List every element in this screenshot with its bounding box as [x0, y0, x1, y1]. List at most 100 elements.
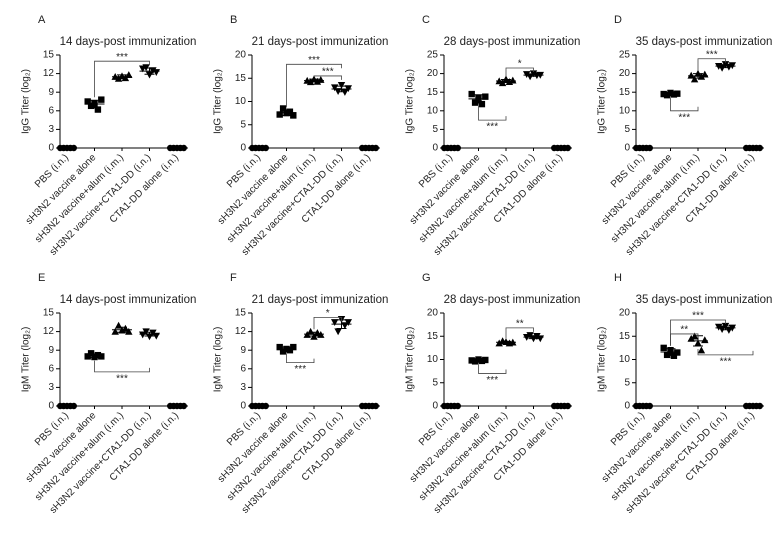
significance-label: ***	[486, 375, 498, 386]
y-tick-label: 6	[48, 105, 54, 116]
y-tick-label: 25	[619, 50, 631, 61]
y-tick-label: 3	[240, 382, 246, 393]
x-tick-label: sH3N2 vaccine+CTA1-DD (i.n.)	[624, 410, 730, 516]
y-tick-label: 3	[48, 382, 54, 393]
error-bar	[309, 331, 319, 337]
significance-bracket	[505, 67, 534, 77]
panel-title: 21 days-post immunization	[252, 294, 389, 306]
y-tick-label: 0	[624, 401, 630, 412]
data-point	[276, 111, 283, 118]
x-tick-label: sH3N2 vaccine+CTA1-DD (i.n.)	[240, 410, 346, 516]
y-tick-label: 5	[240, 119, 246, 130]
data-point	[145, 333, 154, 341]
data-point	[533, 333, 541, 340]
panel-title: 35 days-post immunization	[636, 36, 773, 48]
data-point	[313, 77, 322, 85]
data-point	[279, 105, 287, 112]
error-bar	[665, 348, 676, 356]
significance-bracket	[313, 75, 342, 80]
data-point	[145, 71, 154, 79]
error-bar	[501, 340, 511, 344]
significance-label: ***	[706, 49, 718, 60]
error-bar	[528, 335, 539, 340]
error-bar	[117, 326, 127, 333]
data-point	[334, 328, 342, 336]
y-axis-label: IgG Titer (log₂)	[213, 69, 224, 134]
data-point	[344, 319, 352, 326]
data-point	[482, 93, 489, 100]
data-point	[468, 90, 475, 98]
data-point	[337, 82, 346, 89]
data-point	[331, 319, 339, 326]
y-tick-label: 20	[235, 50, 247, 61]
significance-bracket	[697, 349, 754, 356]
panel-letter: H	[614, 272, 622, 284]
error-bar	[309, 78, 319, 83]
data-point	[495, 339, 503, 347]
data-point	[276, 343, 283, 351]
data-point	[697, 346, 706, 354]
data-point	[715, 323, 723, 331]
significance-bracket	[286, 63, 342, 107]
data-point	[125, 327, 133, 335]
panel-title: 14 days-post immunization	[60, 36, 197, 48]
y-tick-label: 0	[432, 401, 438, 412]
data-point	[290, 112, 297, 119]
significance-bracket	[670, 98, 699, 112]
data-point	[94, 351, 102, 359]
significance-label: ***	[322, 67, 334, 78]
y-tick-label: 5	[432, 377, 438, 388]
panel-title: 28 days-post immunization	[444, 294, 581, 306]
y-tick-label: 10	[427, 354, 439, 365]
x-tick-label: sH3N2 vaccine+CTA1-DD (i.n.)	[48, 410, 154, 516]
y-tick-label: 5	[432, 124, 438, 135]
error-bar	[336, 85, 347, 93]
panel-letter: B	[230, 14, 237, 26]
panel-letter: D	[614, 14, 622, 26]
error-bar	[665, 92, 676, 96]
x-tick-label: sH3N2 vaccine+CTA1-DD (i.n.)	[432, 410, 538, 516]
data-point	[286, 347, 294, 354]
y-tick-label: 15	[43, 308, 55, 319]
data-point	[690, 75, 699, 83]
panel-letter: F	[230, 272, 237, 284]
panel-letter: A	[38, 14, 46, 26]
significance-label: *	[518, 59, 522, 70]
significance-bracket	[94, 360, 150, 373]
y-tick-label: 15	[427, 87, 439, 98]
y-tick-label: 10	[235, 96, 247, 107]
x-tick-label: sH3N2 vaccine+CTA1-DD (i.n.)	[624, 152, 730, 258]
significance-bracket	[670, 333, 699, 346]
x-tick-label: sH3N2 vaccine+CTA1-DD (i.n.)	[432, 152, 538, 258]
error-bar	[144, 331, 155, 337]
y-tick-label: 0	[48, 401, 54, 412]
data-point	[687, 71, 695, 79]
data-point	[509, 76, 517, 84]
data-point	[290, 343, 297, 351]
data-point	[687, 334, 695, 342]
y-tick-label: 6	[48, 363, 54, 374]
error-bar	[473, 359, 484, 362]
panel-letter: G	[422, 272, 431, 284]
significance-label: **	[516, 319, 524, 330]
data-point	[139, 331, 147, 339]
significance-bracket	[697, 58, 726, 71]
y-tick-label: 0	[48, 143, 54, 154]
error-bar	[281, 346, 292, 352]
error-bar	[720, 64, 731, 69]
error-bar	[89, 99, 100, 109]
y-tick-label: 15	[619, 331, 631, 342]
panel-title: 21 days-post immunization	[252, 36, 389, 48]
y-tick-label: 6	[240, 363, 246, 374]
data-point	[660, 344, 667, 352]
y-tick-label: 9	[240, 345, 246, 356]
y-tick-label: 10	[619, 105, 631, 116]
y-axis-label: IgM Titer (log₂)	[405, 327, 416, 393]
significance-label: **	[680, 325, 688, 336]
significance-bracket	[670, 319, 726, 346]
y-tick-label: 0	[240, 401, 246, 412]
y-tick-label: 3	[48, 124, 54, 135]
data-point	[701, 336, 709, 344]
data-point	[84, 98, 91, 105]
